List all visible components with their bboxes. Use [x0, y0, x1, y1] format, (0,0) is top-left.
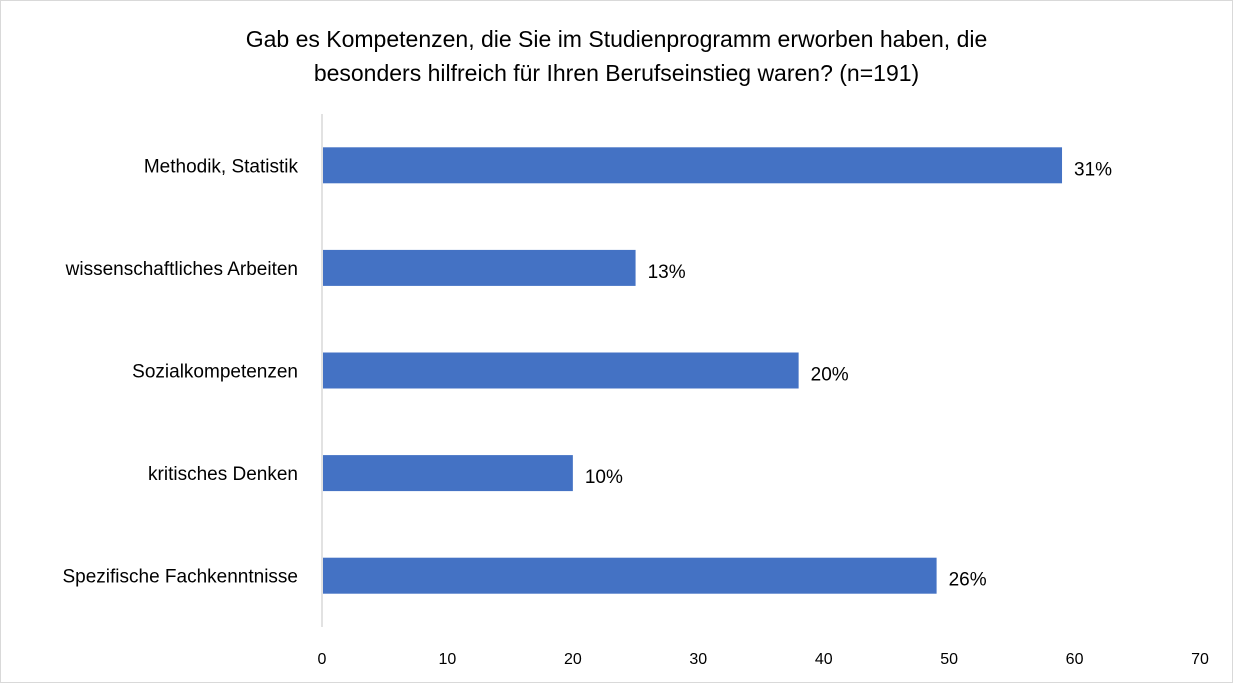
bar: [323, 557, 937, 594]
x-tick-label: 30: [689, 651, 707, 668]
data-label: 31%: [1074, 159, 1112, 180]
x-tick-label: 0: [318, 651, 327, 668]
category-label: Methodik, Statistik: [144, 156, 299, 177]
bar: [323, 352, 799, 389]
data-label: 20%: [811, 365, 849, 386]
x-tick-label: 50: [940, 651, 958, 668]
category-label: kritisches Denken: [148, 464, 298, 485]
x-tick-label: 40: [815, 651, 833, 668]
category-label: wissenschaftliches Arbeiten: [65, 259, 298, 280]
x-tick-label: 10: [439, 651, 457, 668]
chart-title-line-2: besonders hilfreich für Ihren Berufseins…: [313, 60, 920, 86]
category-label: Sozialkompetenzen: [132, 362, 298, 383]
bar: [323, 249, 636, 286]
x-tick-label: 60: [1066, 651, 1084, 668]
bar: [323, 455, 573, 492]
chart-title: Gab es Kompetenzen, die Sie im Studienpr…: [0, 22, 1233, 90]
chart-title-line-1: Gab es Kompetenzen, die Sie im Studienpr…: [245, 26, 988, 52]
data-label: 26%: [949, 570, 987, 591]
bar: [323, 147, 1063, 184]
x-tick-label: 20: [564, 651, 582, 668]
x-tick-label: 70: [1191, 651, 1209, 668]
data-label: 13%: [648, 262, 686, 283]
category-label: Spezifische Fachkenntnisse: [62, 567, 298, 588]
data-label: 10%: [585, 467, 623, 488]
